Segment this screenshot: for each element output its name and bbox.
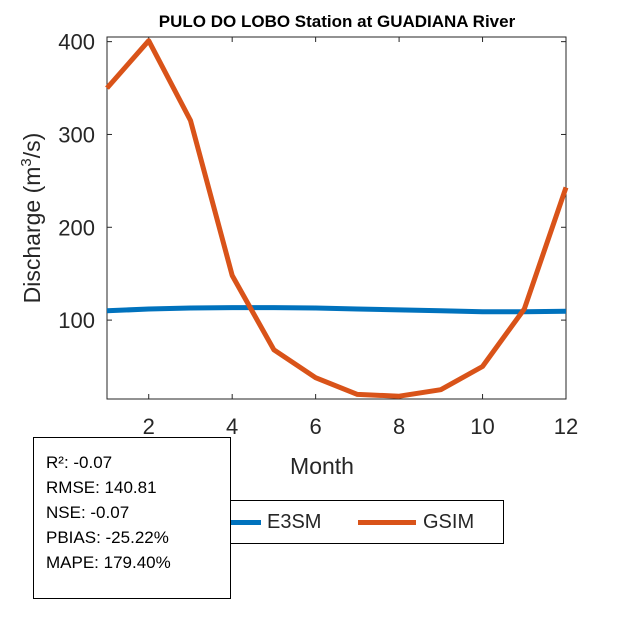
y-axis-label-main: Discharge (m (19, 167, 45, 304)
y-tick-label: 300 (58, 122, 95, 147)
legend: E3SM GSIM (231, 500, 504, 544)
x-tick-label: 2 (143, 414, 155, 439)
series-line-gsim (105, 38, 569, 399)
legend-label-e3sm: E3SM (267, 511, 322, 533)
x-tick-label: 10 (470, 414, 494, 439)
series-lines (105, 38, 569, 399)
legend-label-gsim: GSIM (423, 511, 475, 533)
y-axis-label-superscript: 3 (18, 158, 35, 166)
y-tick-label: 200 (58, 215, 95, 240)
statistics-box: R²: -0.07 RMSE: 140.81 NSE: -0.07 PBIAS:… (33, 437, 231, 599)
x-tick-label: 4 (226, 414, 238, 439)
y-tick-label: 100 (58, 308, 95, 333)
stat-rmse: RMSE: 140.81 (46, 478, 157, 497)
y-axis-label: Discharge (m3/s) (18, 133, 45, 304)
x-axis-ticks: 2 4 6 8 10 12 (143, 37, 578, 439)
stat-r2: R²: -0.07 (46, 453, 113, 472)
stat-pbias: PBIAS: -25.22% (46, 528, 169, 547)
y-tick-label: 400 (58, 30, 95, 55)
x-tick-label: 12 (554, 414, 578, 439)
x-tick-label: 8 (393, 414, 405, 439)
stat-mape: MAPE: 179.40% (46, 553, 171, 572)
y-axis-ticks: 100 200 300 400 (58, 30, 566, 333)
plot-area (106, 36, 567, 400)
x-tick-label: 6 (310, 414, 322, 439)
y-axis-label-tail: /s) (19, 133, 45, 159)
x-axis-label: Month (290, 453, 354, 479)
legend-swatch-e3sm (231, 520, 261, 525)
chart-title: PULO DO LOBO Station at GUADIANA River (159, 12, 516, 31)
legend-swatch-gsim (358, 520, 416, 525)
series-line-e3sm (106, 305, 567, 315)
stat-nse: NSE: -0.07 (46, 503, 130, 522)
